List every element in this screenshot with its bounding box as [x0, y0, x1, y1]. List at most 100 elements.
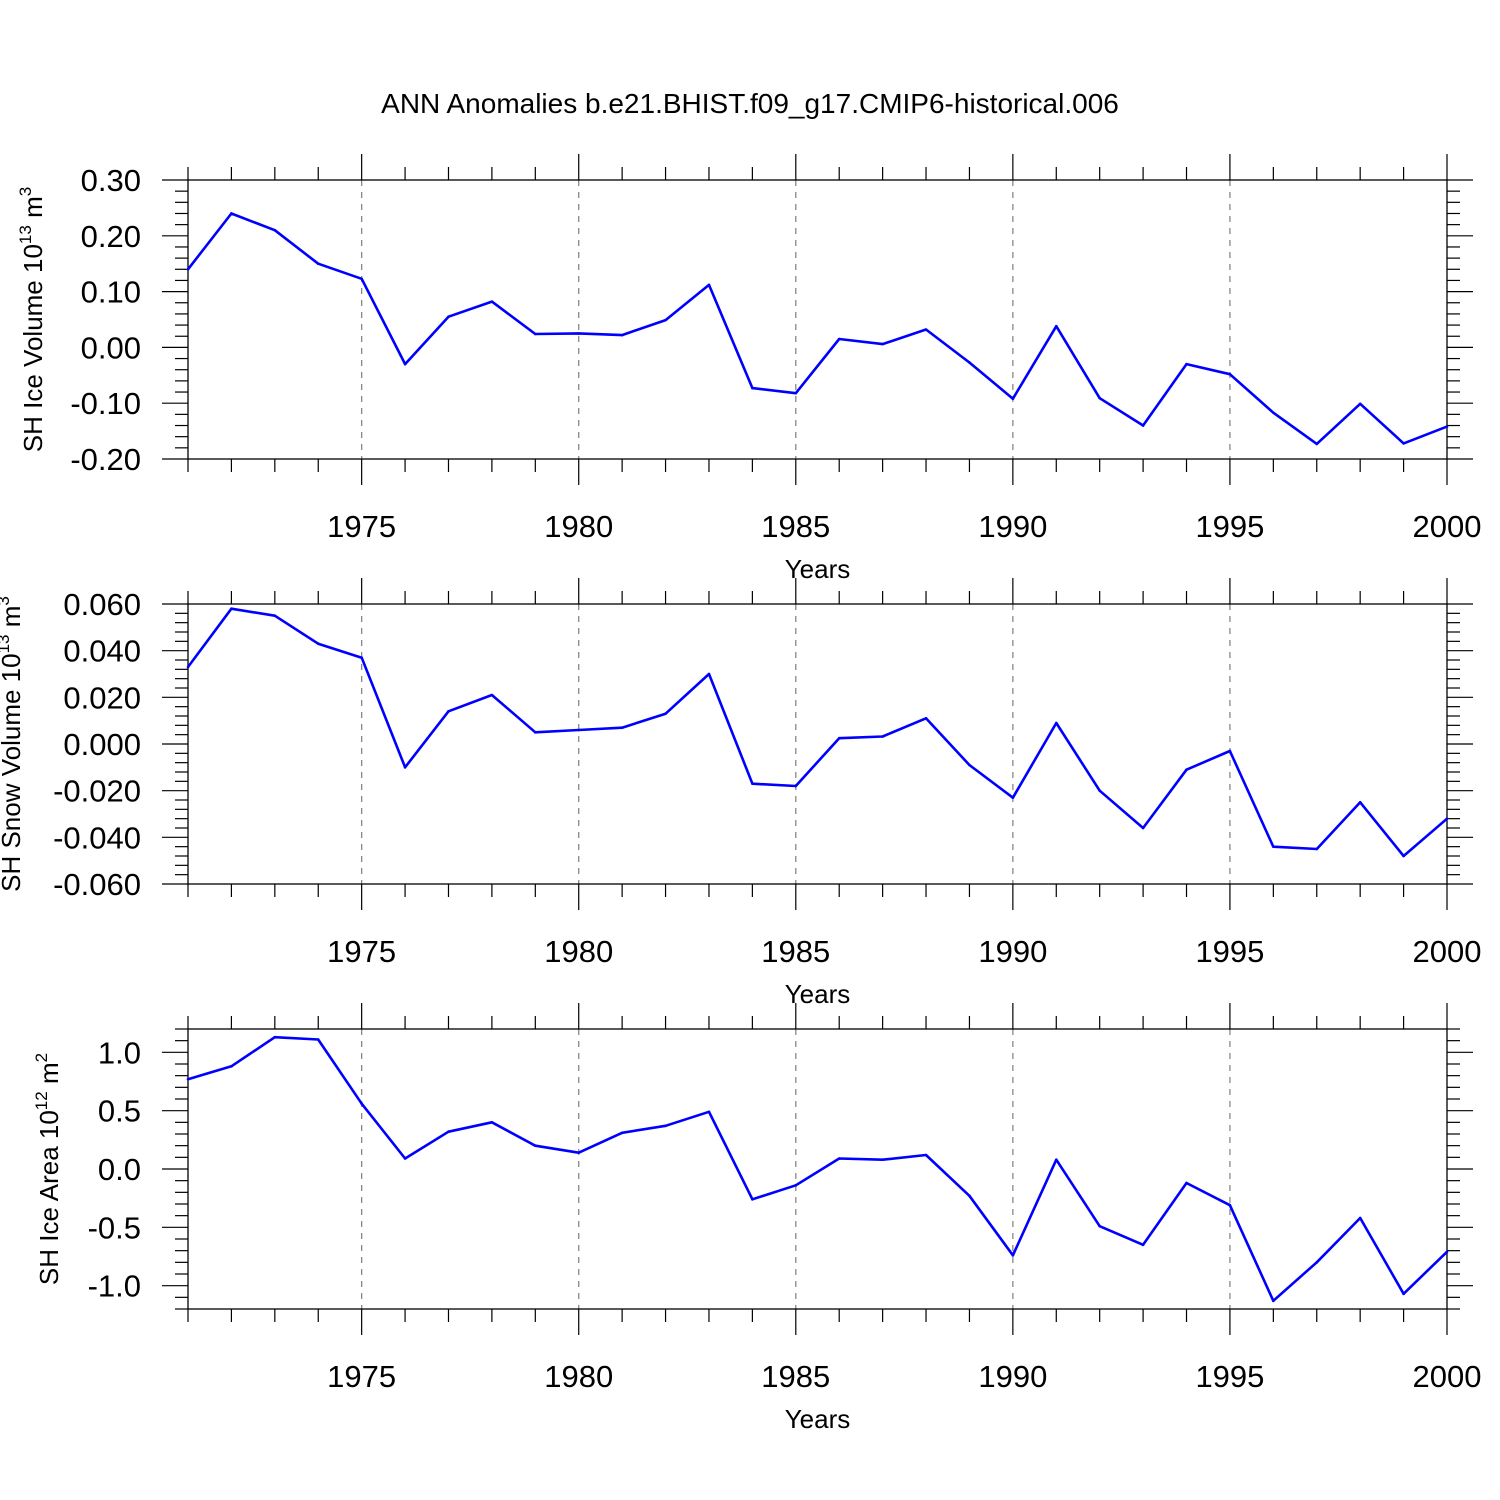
- y-tick-label: -0.040: [53, 820, 141, 855]
- y-axis-title-text: SH Snow Volume 10: [0, 653, 26, 891]
- data-point: [881, 1158, 884, 1161]
- data-point: [186, 665, 190, 669]
- data-point: [316, 642, 320, 645]
- y-axis-title-exponent: 13: [0, 634, 13, 653]
- data-point: [664, 712, 667, 715]
- data-point: [1228, 372, 1232, 376]
- data-point: [1141, 826, 1145, 830]
- data-point: [968, 361, 971, 364]
- y-tick-label: 0.5: [98, 1094, 141, 1129]
- x-tick-label: 1995: [1195, 509, 1264, 544]
- data-point: [447, 315, 450, 319]
- data-point: [230, 212, 233, 215]
- y-tick-label: 0.000: [63, 727, 141, 762]
- x-tick-label: 2000: [1413, 934, 1482, 969]
- x-tick-label: 1975: [327, 1359, 396, 1394]
- data-point: [881, 342, 884, 346]
- data-point: [1402, 1292, 1405, 1296]
- data-point: [447, 1130, 450, 1133]
- data-point: [664, 1124, 667, 1128]
- data-point: [1358, 801, 1362, 804]
- y-axis-title-unit-exponent: 2: [32, 1053, 51, 1062]
- data-point: [534, 1144, 537, 1147]
- y-tick-label: 0.30: [81, 163, 141, 198]
- x-tick-label: 1975: [327, 509, 396, 544]
- data-point: [1272, 1299, 1275, 1303]
- data-point: [620, 333, 624, 337]
- x-tick-label: 2000: [1413, 509, 1482, 544]
- data-point: [794, 391, 798, 395]
- data-point: [360, 656, 363, 659]
- y-axis-title-text: SH Ice Area 10: [34, 1110, 64, 1285]
- data-point: [1315, 1261, 1319, 1264]
- data-point: [1272, 845, 1275, 848]
- x-tick-label: 1980: [544, 934, 613, 969]
- data-point: [403, 1157, 407, 1160]
- data-point: [1054, 1158, 1058, 1161]
- data-point: [403, 766, 407, 769]
- data-point: [751, 1198, 754, 1201]
- data-point: [1358, 1216, 1362, 1220]
- data-point: [924, 717, 928, 720]
- data-point: [1185, 362, 1188, 366]
- data-point: [1445, 817, 1449, 820]
- data-point: [360, 1102, 363, 1105]
- y-axis-title-unit: m: [0, 606, 26, 635]
- data-point: [577, 728, 581, 732]
- x-axis-title: Years: [785, 979, 851, 1009]
- y-tick-label: 0.20: [81, 219, 141, 254]
- x-tick-label: 1990: [978, 509, 1047, 544]
- x-tick-label: 1985: [761, 509, 830, 544]
- y-axis-title-text: SH Ice Volume 10: [18, 244, 48, 452]
- plot-frame: [187, 603, 1448, 885]
- x-tick-label: 1980: [544, 1359, 613, 1394]
- x-tick-label: 2000: [1413, 1359, 1482, 1394]
- y-tick-label: 0.00: [81, 330, 141, 365]
- data-point: [1011, 796, 1015, 799]
- y-tick-label: -0.5: [88, 1210, 141, 1245]
- data-point: [1098, 396, 1101, 400]
- x-tick-label: 1975: [327, 934, 396, 969]
- data-point: [620, 1131, 624, 1135]
- y-tick-label: 1.0: [98, 1035, 141, 1070]
- data-point: [1011, 397, 1015, 401]
- y-axis-title-exponent: 12: [32, 1091, 51, 1110]
- data-point: [924, 1153, 928, 1157]
- data-point: [837, 736, 841, 740]
- y-tick-label: 0.020: [63, 680, 141, 715]
- data-point: [751, 386, 754, 390]
- plot-frame: [187, 179, 1448, 460]
- data-point: [1315, 847, 1319, 851]
- x-tick-label: 1995: [1195, 1359, 1264, 1394]
- data-point: [664, 318, 667, 322]
- data-point: [707, 672, 711, 676]
- y-axis-title-unit-exponent: 3: [0, 596, 13, 605]
- data-point: [794, 784, 798, 788]
- y-tick-label: -0.060: [53, 867, 141, 902]
- y-tick-label: 0.060: [63, 587, 141, 622]
- data-point: [316, 1038, 320, 1041]
- data-point: [1054, 721, 1058, 725]
- y-axis-title-exponent: 13: [16, 225, 35, 244]
- y-tick-label: -1.0: [88, 1269, 141, 1304]
- series-line: [186, 212, 1448, 446]
- y-axis-title-unit-exponent: 3: [16, 187, 35, 196]
- data-point: [1098, 789, 1101, 792]
- x-axis-title: Years: [785, 554, 851, 584]
- data-point: [837, 1157, 841, 1160]
- data-point: [968, 763, 971, 767]
- data-point: [186, 1077, 190, 1081]
- data-point: [316, 262, 320, 266]
- data-point: [1358, 402, 1362, 406]
- data-point: [1185, 1181, 1188, 1185]
- y-axis-title: SH Snow Volume 1013 m3: [0, 596, 26, 892]
- data-point: [534, 731, 537, 734]
- chart-title: ANN Anomalies b.e21.BHIST.f09_g17.CMIP6-…: [381, 88, 1119, 119]
- y-tick-label: 0.0: [98, 1152, 141, 1187]
- data-point: [794, 1184, 798, 1187]
- y-axis-title: SH Ice Area 1012 m2: [32, 1053, 64, 1285]
- y-tick-label: -0.10: [70, 386, 141, 421]
- data-point: [360, 277, 363, 281]
- y-axis-title-unit: m: [34, 1062, 64, 1091]
- x-tick-label: 1980: [544, 509, 613, 544]
